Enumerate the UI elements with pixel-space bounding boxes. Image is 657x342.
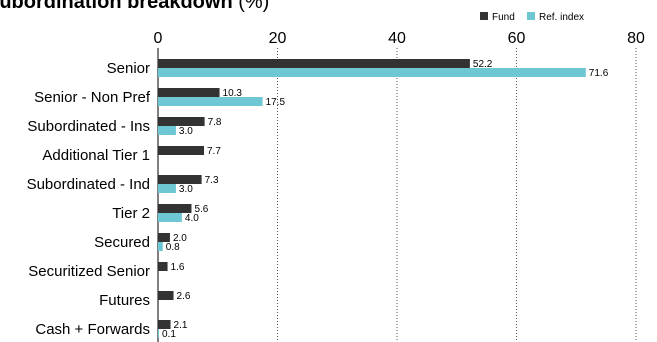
category-label: Secured — [94, 234, 150, 251]
bar-ref-index — [158, 68, 586, 77]
category-label: Cash + Forwards — [35, 321, 150, 338]
bar-fund — [158, 204, 192, 213]
bar-fund — [158, 88, 220, 97]
data-label-fund: 2.0 — [173, 233, 187, 244]
legend-item-fund: Fund — [480, 12, 515, 24]
x-tick-label-40: 40 — [388, 30, 406, 47]
data-label-ref-index: 0.1 — [162, 329, 176, 340]
data-label-fund: 1.6 — [171, 262, 185, 273]
data-label-fund: 7.7 — [207, 146, 221, 157]
data-label-fund: 7.8 — [208, 117, 222, 128]
bar-ref-index — [158, 242, 163, 251]
data-label-fund: 2.1 — [174, 320, 188, 331]
bar-fund — [158, 320, 171, 329]
legend-swatch-fund — [480, 12, 488, 20]
category-label: Senior — [107, 60, 150, 77]
x-tick-label-60: 60 — [508, 30, 526, 47]
category-label: Futures — [99, 292, 150, 309]
bar-ref-index — [158, 97, 263, 106]
bar-ref-index — [158, 126, 176, 135]
legend: Fund Ref. index — [480, 12, 655, 24]
bar-fund — [158, 175, 202, 184]
chart-title-text: Subordination breakdown — [0, 0, 233, 13]
bar-ref-index — [158, 213, 182, 222]
data-label-fund: 7.3 — [205, 175, 219, 186]
bar-fund — [158, 291, 174, 300]
category-label: Subordinated - Ins — [27, 118, 150, 135]
x-tick-label-20: 20 — [269, 30, 287, 47]
bar-fund — [158, 117, 205, 126]
data-label-ref-index: 3.0 — [179, 184, 193, 195]
legend-label-fund: Fund — [492, 12, 515, 23]
data-label-fund: 52.2 — [473, 59, 493, 70]
bar-ref-index — [158, 184, 176, 193]
data-label-ref-index: 0.8 — [166, 242, 180, 253]
data-label-fund: 10.3 — [223, 88, 243, 99]
bar-fund — [158, 233, 170, 242]
x-tick-label-80: 80 — [627, 30, 645, 47]
bar-fund — [158, 59, 470, 68]
bar-fund — [158, 146, 205, 155]
category-label: Subordinated - Ind — [27, 176, 150, 193]
bar-ref-index — [158, 329, 159, 338]
legend-label-ref-index: Ref. index — [539, 12, 585, 23]
category-label: Senior - Non Pref — [34, 89, 151, 106]
data-label-fund: 5.6 — [194, 204, 208, 215]
category-label: Securitized Senior — [28, 263, 150, 280]
x-tick-label-0: 0 — [154, 30, 163, 47]
data-label-ref-index: 3.0 — [179, 126, 193, 137]
category-label: Additional Tier 1 — [42, 147, 150, 164]
data-label-ref-index: 17.5 — [266, 97, 286, 108]
bar-fund — [158, 262, 168, 271]
legend-swatch-ref-index — [527, 12, 535, 20]
data-label-ref-index: 71.6 — [589, 68, 609, 79]
chart-title: Subordination breakdown (%) — [0, 0, 269, 14]
category-label: Tier 2 — [112, 205, 150, 222]
data-label-ref-index: 4.0 — [185, 213, 199, 224]
data-label-fund: 2.6 — [177, 291, 191, 302]
chart-title-unit: (%) — [238, 0, 270, 13]
legend-item-ref-index: Ref. index — [527, 12, 584, 24]
